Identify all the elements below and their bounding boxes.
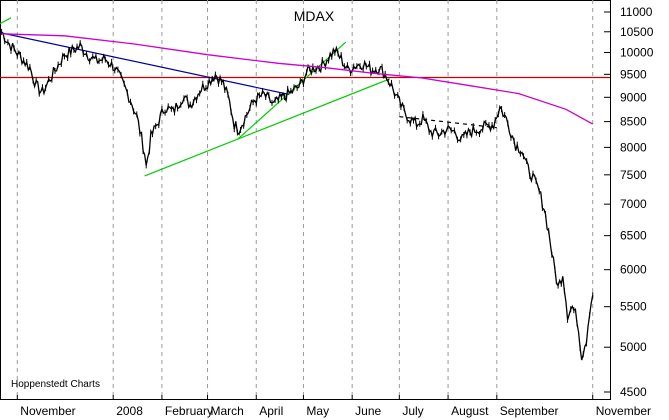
y-tick-label: 9000 [620,90,647,104]
x-tick-label: August [451,404,489,418]
y-tick-label: 10000 [620,46,654,60]
chart-title: MDAX [294,8,335,24]
y-tick-label: 5500 [620,300,647,314]
trendline [0,32,290,96]
y-tick-label: 7000 [620,197,647,211]
y-tick-label: 8000 [620,140,647,154]
y-tick-label: 6500 [620,229,647,243]
y-tick-label: 10500 [620,25,654,39]
y-tick-label: 7500 [620,168,647,182]
y-tick-label: 4500 [620,385,647,399]
y-axis: 4500 5000 5500 6000 6500 7000 7500 8000 8500 9000… [604,5,654,399]
trendline [0,17,12,25]
series-layer [1,28,594,361]
x-tick-label: June [355,404,381,418]
chart-credit: Hoppenstedt Charts [11,379,100,390]
x-tick-label: July [402,404,423,418]
y-tick-label: 5000 [620,340,647,354]
y-tick-label: 11000 [620,5,653,19]
y-tick-label: 8500 [620,115,647,129]
x-tick-label: September [500,404,559,418]
x-tick-label: November [596,404,651,418]
x-tick-label: April [259,404,283,418]
y-tick-label: 9500 [620,67,647,81]
plot-border [0,0,611,400]
x-tick-label: May [306,404,329,418]
x-tick-label: February [165,404,213,418]
x-tick-label: 2008 [116,404,143,418]
grid [16,0,594,400]
y-tick-label: 6000 [620,263,647,277]
x-tick-label: November [20,404,75,418]
trendline [144,78,391,177]
moving-average-series [1,33,594,125]
x-tick-label: March [211,404,244,418]
